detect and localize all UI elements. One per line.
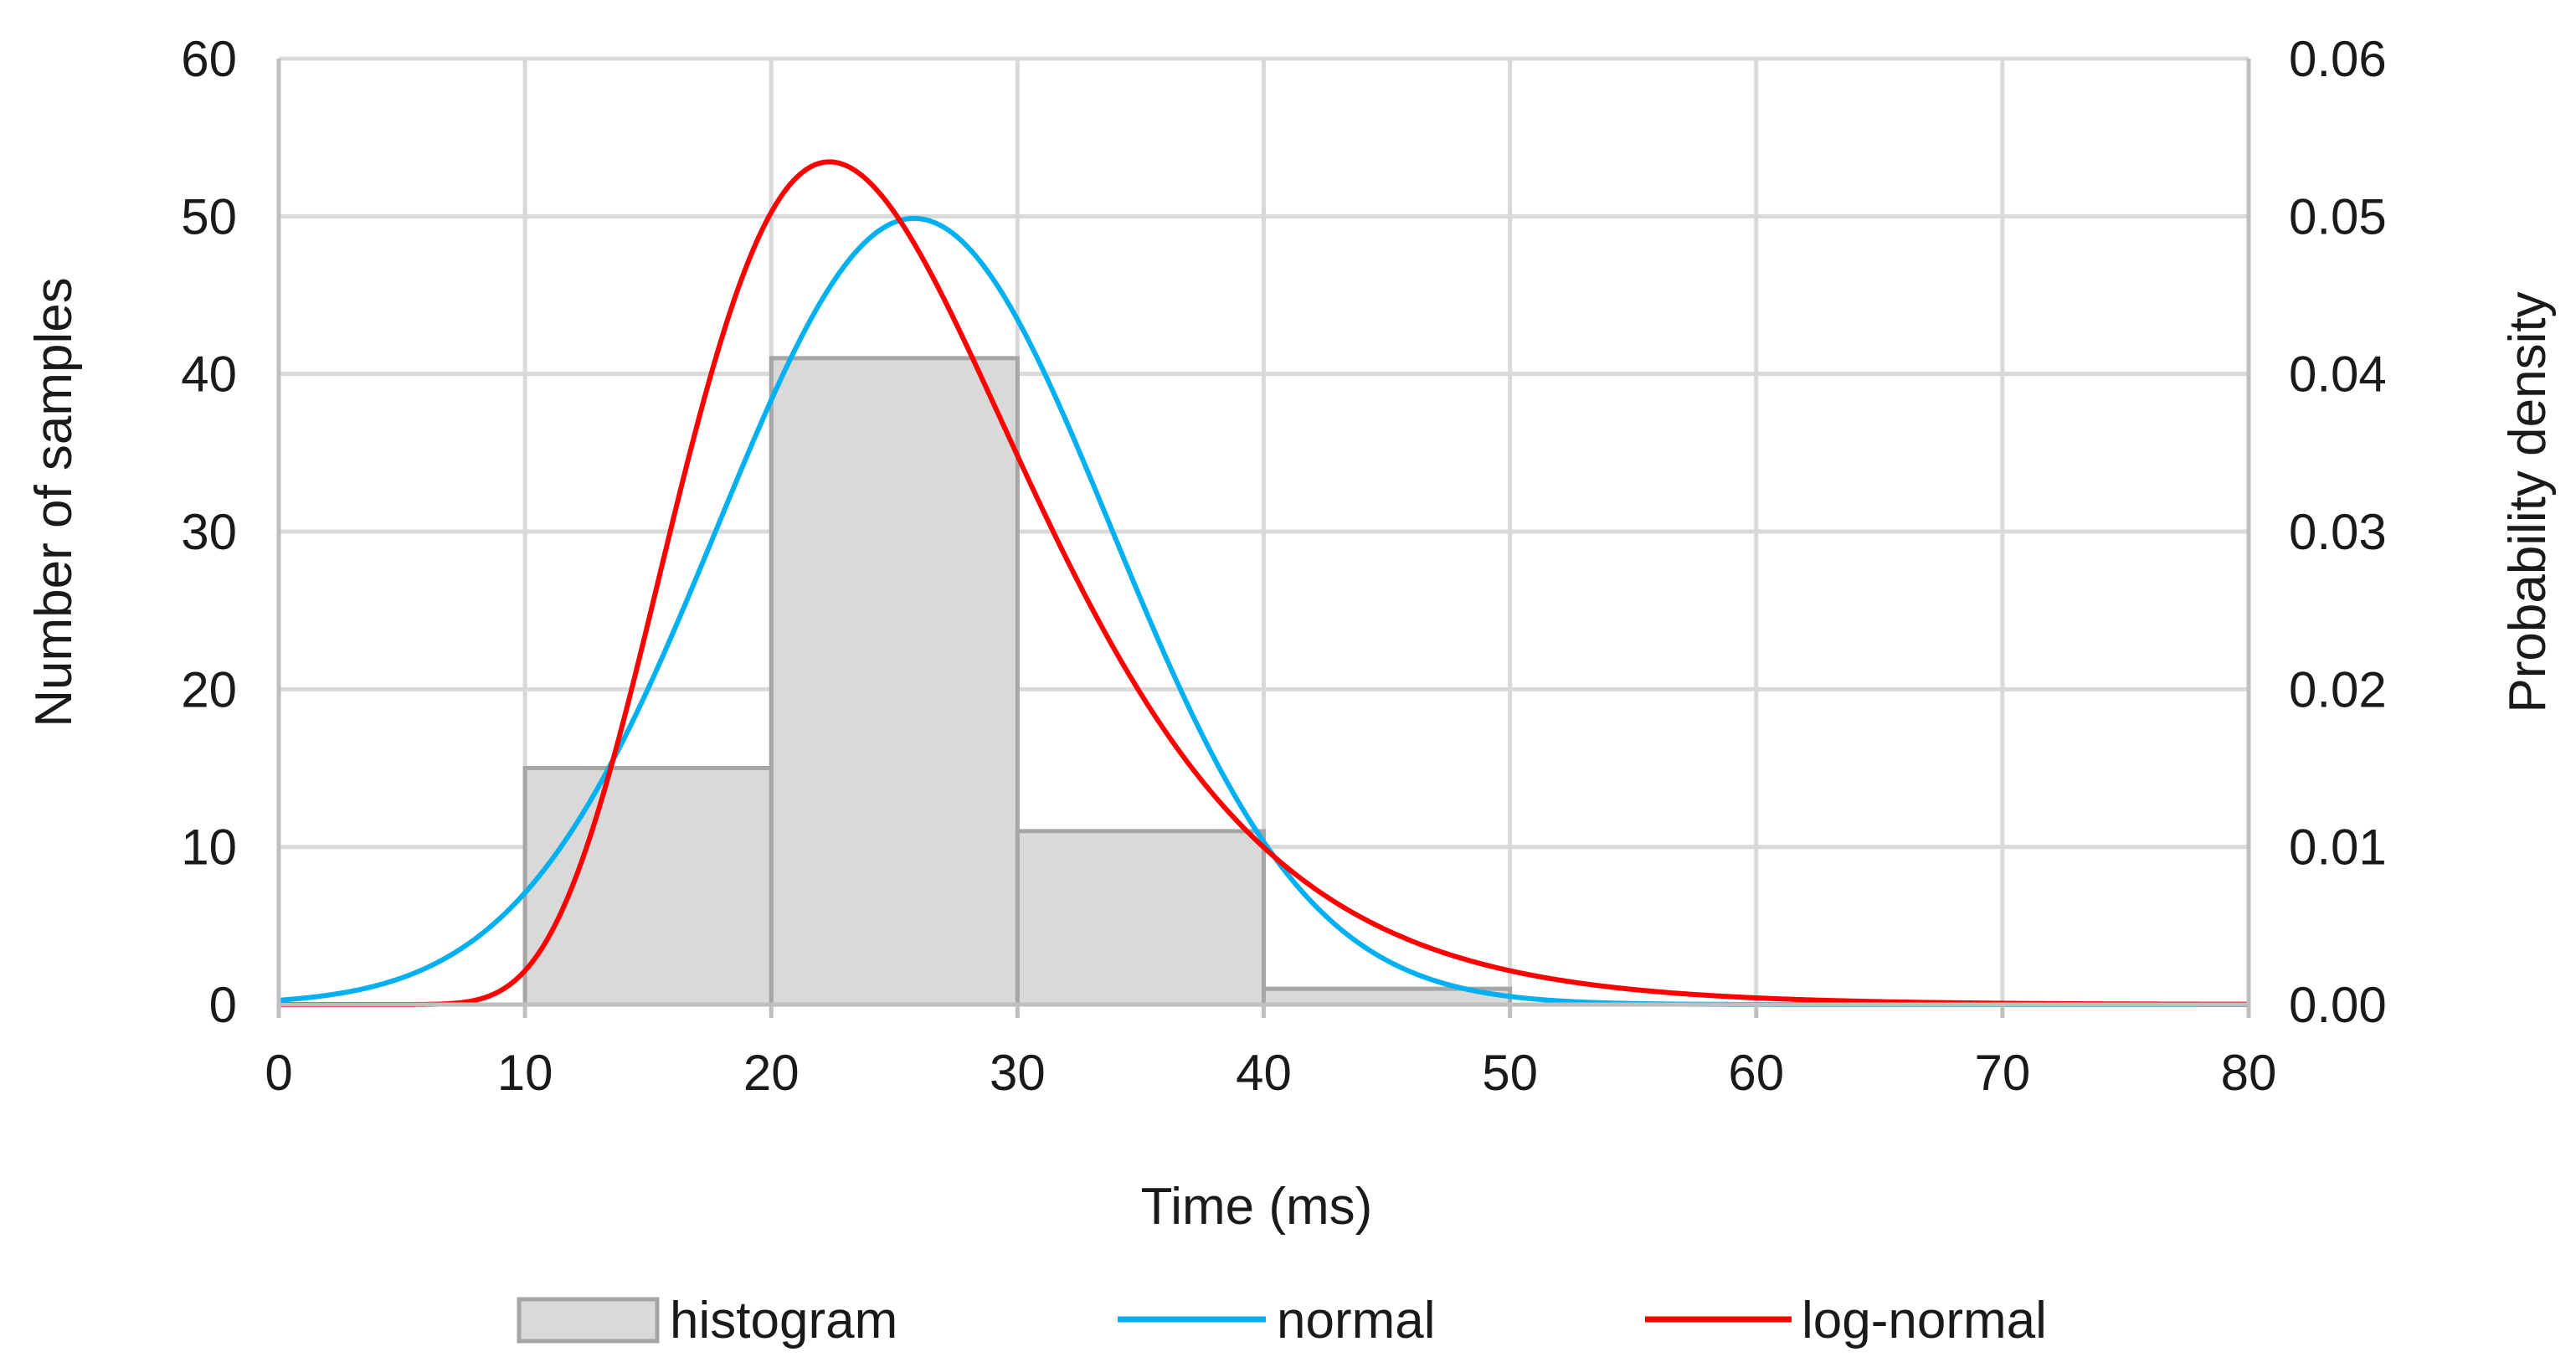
y-left-tick-label: 20 [181, 661, 237, 717]
x-tick-label: 20 [743, 1045, 800, 1101]
histogram-bar-0 [522, 766, 774, 1007]
series-line-log-normal [278, 159, 2250, 1007]
legend-label-normal: normal [1277, 1292, 1436, 1349]
y-right-tick-label: 0.05 [2289, 188, 2387, 244]
y-left-tick-label: 60 [181, 31, 237, 87]
y-right-tick-label: 0.03 [2289, 504, 2387, 560]
y-left-tick-label: 50 [181, 188, 237, 244]
y-right-tick-label: 0.00 [2289, 977, 2387, 1033]
legend: histogram normal log-normal [517, 1292, 2047, 1349]
x-tick-label: 50 [1482, 1045, 1538, 1101]
tick-labels: 0 10 20 30 40 50 60 70 80 0 10 20 30 40 50 60 0.00 0.01 0.… [181, 31, 2387, 1101]
right-axis-title: Probability density [2499, 291, 2557, 712]
left-axis-title: Number of samples [25, 277, 83, 727]
y-left-tick-label: 0 [209, 977, 237, 1033]
y-right-tick-label: 0.01 [2289, 820, 2387, 876]
axes [276, 59, 2251, 1018]
legend-label-log-normal: log-normal [1802, 1292, 2047, 1349]
x-axis-title: Time (ms) [1141, 1178, 1373, 1236]
x-tick-label: 40 [1236, 1045, 1292, 1101]
x-tick-label: 30 [990, 1045, 1046, 1101]
histogram-bar-1 [769, 356, 1020, 1007]
gridlines [279, 56, 2251, 1005]
legend-swatch-histogram [517, 1297, 660, 1344]
x-tick-label: 10 [497, 1045, 553, 1101]
x-tick-label: 80 [2221, 1045, 2277, 1101]
y-left-tick-label: 40 [181, 347, 237, 403]
legend-label-histogram: histogram [670, 1292, 897, 1349]
x-tick-label: 60 [1728, 1045, 1784, 1101]
y-right-tick-label: 0.06 [2289, 31, 2387, 87]
y-right-tick-label: 0.02 [2289, 661, 2387, 717]
y-left-tick-label: 30 [181, 504, 237, 560]
histogram-bars [522, 356, 1513, 1007]
histogram-bar-2 [1015, 829, 1266, 1007]
y-left-tick-label: 10 [181, 820, 237, 876]
x-tick-label: 0 [265, 1045, 292, 1101]
y-right-tick-label: 0.04 [2289, 347, 2387, 403]
x-tick-label: 70 [1975, 1045, 2031, 1101]
